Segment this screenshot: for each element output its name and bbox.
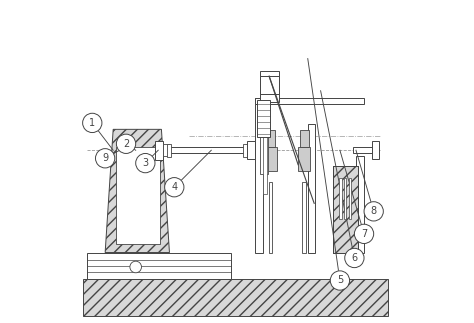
Polygon shape	[105, 129, 170, 253]
Bar	[353, 147, 372, 153]
Bar	[155, 141, 163, 160]
Text: 5: 5	[337, 276, 343, 286]
Circle shape	[355, 224, 374, 244]
Bar	[82, 279, 388, 316]
Text: 8: 8	[371, 206, 377, 216]
Bar	[308, 124, 315, 253]
Bar	[372, 141, 379, 159]
Circle shape	[345, 248, 364, 268]
Bar	[356, 156, 364, 253]
Bar	[334, 166, 357, 253]
Text: 7: 7	[361, 229, 367, 239]
Bar	[300, 130, 309, 147]
Circle shape	[82, 113, 102, 132]
Bar	[268, 182, 273, 253]
Bar	[260, 94, 280, 102]
Circle shape	[130, 261, 141, 273]
Bar	[167, 144, 171, 157]
Bar	[260, 76, 280, 94]
Circle shape	[117, 134, 136, 153]
Bar	[264, 147, 276, 171]
Bar	[339, 178, 342, 219]
Bar	[334, 166, 357, 253]
Bar	[163, 144, 169, 156]
Circle shape	[95, 149, 115, 168]
Bar	[87, 253, 230, 279]
Bar	[257, 100, 270, 137]
Bar	[169, 147, 245, 153]
Bar	[247, 141, 255, 159]
Circle shape	[164, 178, 184, 197]
Text: 9: 9	[102, 153, 108, 163]
Bar	[255, 98, 364, 104]
Text: 4: 4	[171, 182, 177, 192]
Text: 1: 1	[89, 118, 95, 128]
Bar	[263, 91, 266, 194]
Bar	[266, 130, 275, 147]
Text: 6: 6	[351, 253, 357, 263]
Bar	[302, 182, 306, 253]
Bar	[117, 147, 160, 244]
Bar	[344, 178, 346, 219]
Bar	[243, 144, 247, 157]
Text: 3: 3	[142, 158, 148, 168]
Bar	[259, 104, 267, 174]
Bar	[348, 178, 351, 219]
Bar	[260, 71, 280, 76]
Text: 2: 2	[123, 139, 129, 149]
Bar	[298, 147, 310, 171]
Bar	[255, 98, 263, 253]
Circle shape	[136, 153, 155, 173]
Circle shape	[330, 271, 349, 290]
Circle shape	[364, 202, 383, 221]
